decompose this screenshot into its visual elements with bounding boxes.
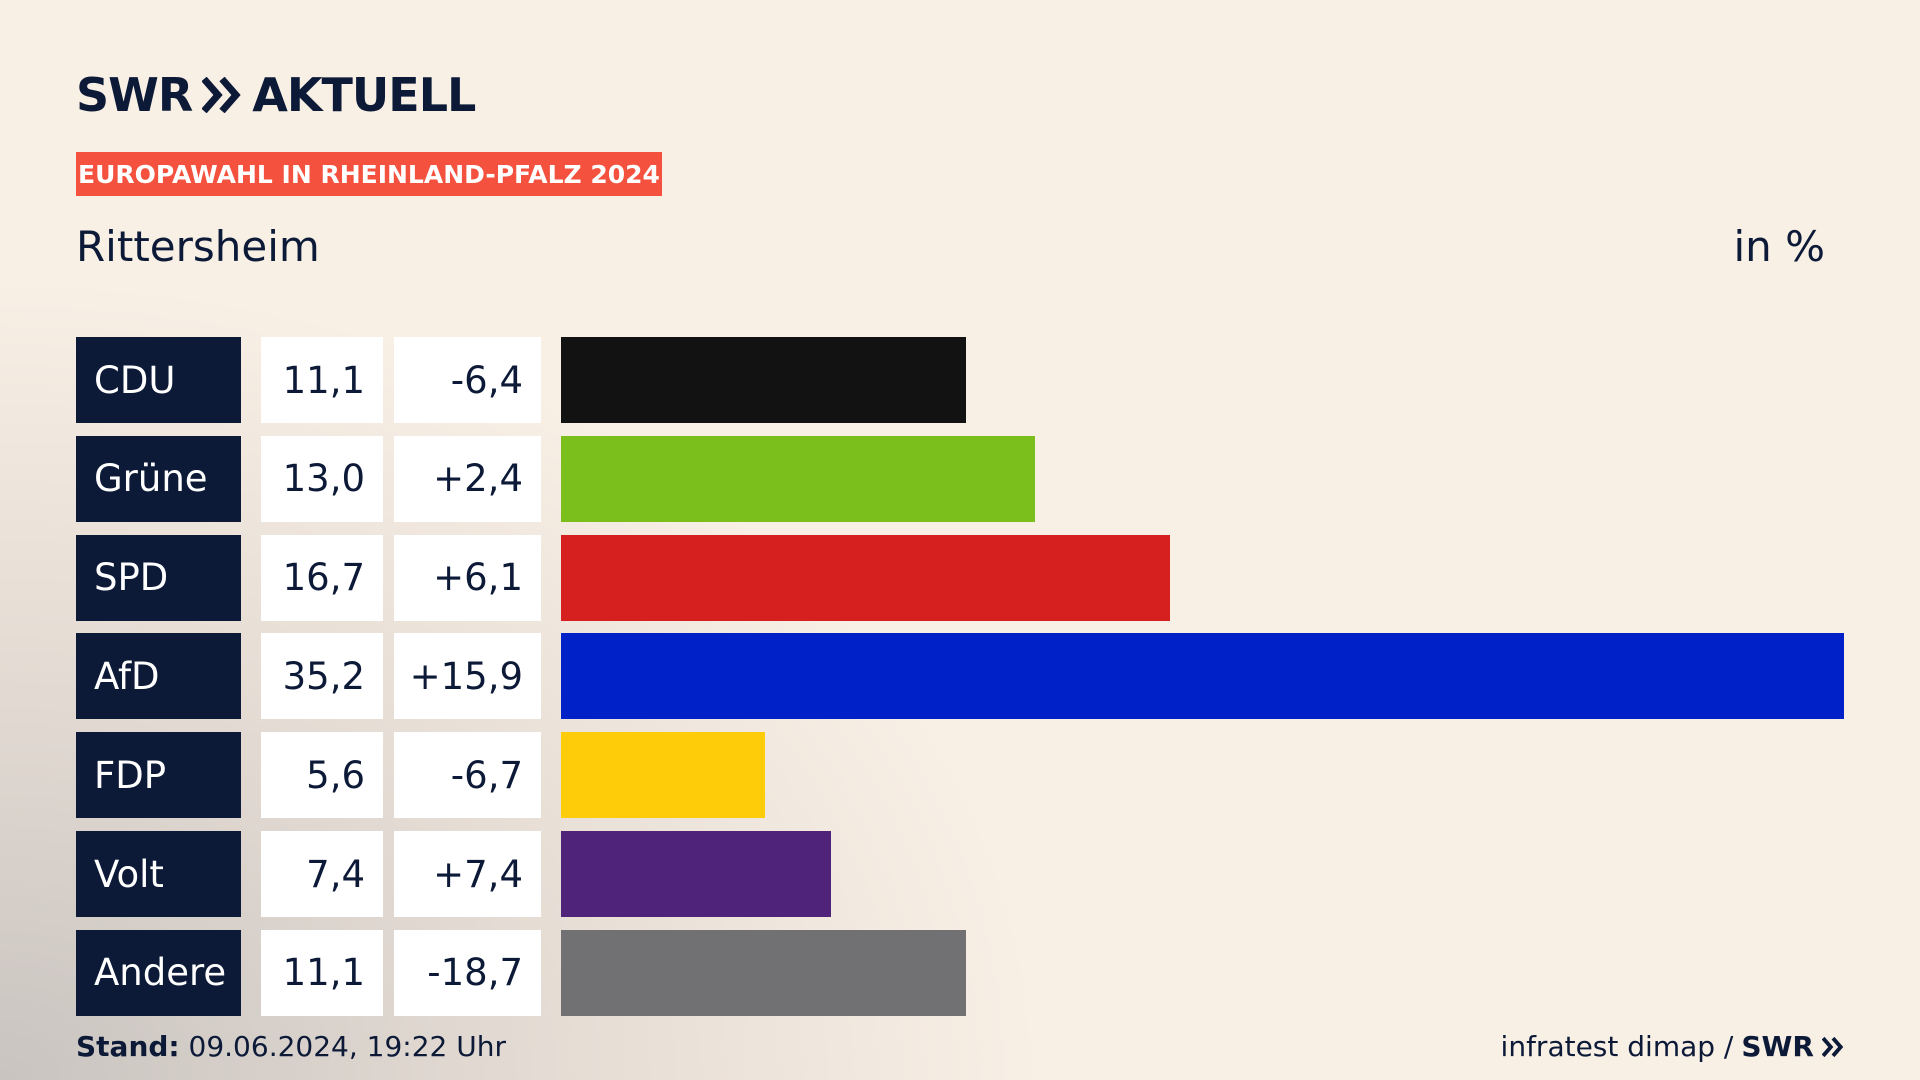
party-name: FDP	[76, 732, 241, 819]
source-brand: SWR	[1741, 1030, 1814, 1063]
party-name: SPD	[76, 534, 241, 621]
change-label: +15,9	[394, 633, 541, 720]
value-label: 13,0	[261, 435, 383, 522]
value-label: 11,1	[261, 337, 383, 423]
chevrons	[202, 77, 241, 113]
party-name: Andere	[76, 929, 241, 1016]
party-name: AfD	[76, 633, 241, 720]
bar	[561, 929, 966, 1016]
bar	[561, 633, 1844, 720]
bar	[561, 534, 1170, 621]
footer-date: 09.06.2024, 19:22 Uhr	[188, 1030, 506, 1063]
unit: in %	[1733, 222, 1825, 271]
source-chevrons	[1822, 1036, 1844, 1057]
change-label: +6,1	[394, 534, 541, 621]
source-text: infratest dimap /	[1500, 1030, 1734, 1063]
value-label: 35,2	[261, 633, 383, 720]
bar	[561, 831, 831, 917]
bar	[561, 337, 966, 423]
value-label: 16,7	[261, 534, 383, 621]
party-name: CDU	[76, 337, 241, 423]
source: infratest dimap / SWR	[1501, 1030, 1844, 1063]
brand: SWR	[76, 68, 193, 122]
footer-label: Stand:	[76, 1030, 180, 1063]
footer: Stand: 09.06.2024, 19:22 Uhr	[76, 1030, 506, 1063]
change-label: -6,7	[394, 732, 541, 819]
value-label: 11,1	[261, 929, 383, 1016]
bar	[561, 435, 1035, 522]
change-label: -6,4	[394, 337, 541, 423]
change-label: -18,7	[394, 929, 541, 1016]
logo: SWR AKTUELL	[76, 68, 476, 122]
bar	[561, 732, 766, 819]
party-name: Grüne	[76, 435, 241, 522]
change-label: +7,4	[394, 831, 541, 917]
change-label: +2,4	[394, 435, 541, 522]
value-label: 7,4	[261, 831, 383, 917]
banner: EUROPAWAHL IN RHEINLAND-PFALZ 2024	[76, 152, 662, 196]
title: Rittersheim	[76, 222, 320, 271]
party-name: Volt	[76, 831, 241, 917]
brand-sub: AKTUELL	[252, 68, 476, 122]
value-label: 5,6	[261, 732, 383, 819]
